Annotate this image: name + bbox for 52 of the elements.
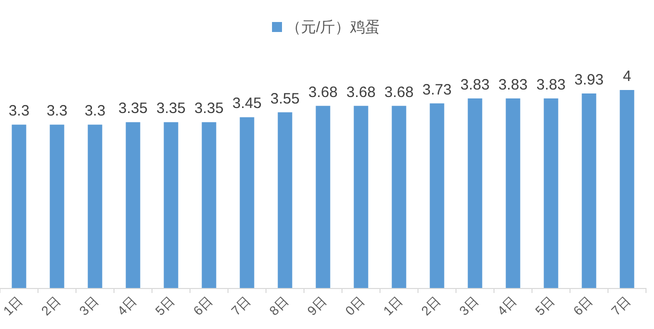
bar (12, 124, 26, 288)
data-label: 3.35 (118, 100, 148, 118)
x-tick-label: 4日 (494, 294, 520, 318)
data-label: 3.73 (422, 81, 452, 98)
bar (620, 90, 634, 288)
bar (240, 117, 254, 288)
data-label: 3.3 (8, 102, 30, 120)
data-label: 3.93 (574, 71, 604, 88)
data-label: 3.35 (156, 100, 186, 118)
bar (50, 124, 64, 288)
bar (430, 103, 444, 288)
x-tick-label: 2日 (418, 294, 444, 318)
bar (126, 122, 140, 288)
x-tick-label: 6日 (570, 294, 596, 318)
x-tick-label: 2日 (38, 294, 64, 318)
data-label: 3.55 (270, 90, 300, 108)
data-label: 3.68 (384, 84, 414, 101)
bar (316, 106, 330, 288)
legend: （元/斤）鸡蛋 (272, 19, 380, 36)
x-tick-label: 3日 (76, 294, 102, 318)
bar (392, 106, 406, 288)
data-label: 3.83 (498, 76, 528, 94)
x-tick-label: 4日 (114, 294, 140, 318)
bar (354, 106, 368, 288)
bar (506, 98, 520, 288)
bar (468, 98, 482, 288)
x-tick-label: 1日 (0, 294, 26, 318)
x-tick-label: 7日 (228, 294, 254, 318)
data-label: 3.3 (84, 102, 106, 120)
data-label: 4 (622, 68, 632, 85)
x-tick-label: 7日 (608, 294, 634, 318)
bar (202, 122, 216, 288)
data-label: 3.68 (308, 84, 338, 101)
x-tick-label: 5日 (152, 294, 178, 318)
x-tick-label: 8日 (266, 294, 292, 318)
data-label: 3.3 (46, 102, 68, 120)
x-tick-label: 3日 (456, 294, 482, 318)
x-tick-label: 6日 (190, 294, 216, 318)
x-tick-label: 9日 (304, 294, 330, 318)
x-tick-label: 0日 (342, 294, 368, 318)
bar (544, 98, 558, 288)
data-label: 3.68 (346, 84, 376, 101)
bar (164, 122, 178, 288)
x-tick-label: 5日 (532, 294, 558, 318)
data-label: 3.83 (536, 76, 566, 94)
x-tick-label: 1日 (380, 294, 406, 318)
data-label: 3.45 (232, 95, 262, 112)
data-label: 3.35 (194, 100, 224, 118)
bar (582, 93, 596, 288)
bar (278, 112, 292, 288)
bar (88, 124, 102, 288)
data-label: 3.83 (460, 76, 490, 94)
